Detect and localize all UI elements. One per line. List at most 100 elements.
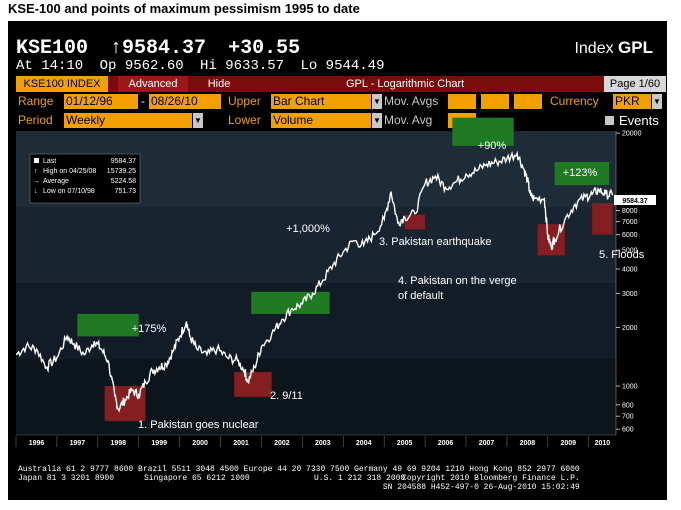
gain-label-1: +175% [132,323,167,335]
y-tick-label: 6000 [622,232,638,239]
x-tick-label: 2007 [479,440,495,447]
ticker: KSE100 [16,37,89,60]
mov-avg-label: Mov. Avg [384,113,433,127]
footer-singapore: Singapore 65 6212 1000 [144,474,250,483]
x-tick-label: 2009 [561,440,577,447]
last-price: ↑9584.37 [110,37,207,60]
open-price: Op 9562.60 [99,58,184,74]
x-tick-label: 2008 [520,440,536,447]
gain-box-4 [554,162,610,186]
y-tick-label: 1000 [622,384,638,391]
events-label: Events [619,113,659,128]
range-label: Range [18,94,54,108]
events-checkbox[interactable] [605,116,614,125]
range-start-input[interactable]: 01/12/96 [64,94,138,109]
bloomberg-terminal: KSE100 ↑9584.37 +30.55 Index GPL At 14:1… [8,21,667,500]
annotation-labels: +175% +1,000% +90% +123% 1. Pakistan goe… [132,140,645,431]
pessimism-box-2 [234,372,272,397]
pessimism-box-5 [592,203,613,235]
chart-title-tab: GPL - Logarithmic Chart [346,78,465,90]
tab-advanced[interactable]: Advanced [118,76,188,92]
mov-avgs-label: Mov. Avgs [384,94,439,108]
x-tick-label: 2002 [274,440,290,447]
pessimism-label-1: 1. Pakistan goes nuclear [138,419,259,431]
x-tick-label: 1997 [70,440,86,447]
legend-avg-label: Average [43,178,69,185]
pessimism-label-4b: of default [398,290,443,302]
legend-low-value: 751.73 [115,188,137,195]
quote-stats: At 14:10 Op 9562.60 Hi 9633.57 Lo 9544.4… [16,58,392,74]
y-tick-label: 700 [622,414,634,421]
lower-dropdown-arrow-icon[interactable]: ▼ [372,113,382,128]
x-tick-label: 1996 [29,440,45,447]
lower-select[interactable]: Volume [271,113,371,128]
last-price-tag-text: 9584.37 [622,198,647,205]
y-tick-label: 5000 [622,248,638,255]
upper-label: Upper [228,94,261,108]
quote-header: KSE100 ↑9584.37 +30.55 [16,37,310,60]
y-tick-label: 8000 [622,208,638,215]
last-price-tag-box [614,195,656,205]
high-arrow-icon: ↑ [34,168,38,175]
average-marker-icon: → [33,178,40,185]
lower-label: Lower [228,113,261,127]
x-tick-label: 2001 [233,440,249,447]
low-arrow-icon: ↓ [34,188,38,195]
last-swatch-icon [34,158,39,163]
x-tick-label: 2010 [595,440,611,447]
legend-box [29,153,141,204]
legend-last-label: Last [43,158,56,165]
tab-index[interactable]: KSE100 INDEX [16,76,108,92]
y-axis: 20000 8000 7000 6000 5000 4000 3000 2000 1000 800… [615,131,642,435]
x-tick-label: 2004 [356,440,372,447]
price-line [16,150,614,413]
tab-hide[interactable]: Hide [207,78,231,90]
gain-box-1 [77,313,139,337]
y-tick-label: 7000 [622,219,638,226]
last-price-tag: 9584.37 [614,195,656,205]
chart-legend: Last 9584.37 ↑ High on 04/25/08 15739.25… [29,153,141,204]
x-axis: 1996 1997 1998 1999 2000 2001 2002 2003 2004 2005… [15,434,616,447]
pessimism-label-3: 3. Pakistan earthquake [379,236,492,248]
plot-band [16,207,616,283]
mov-avg-1-input[interactable] [448,94,476,109]
x-tick-label: 2005 [397,440,413,447]
period-label: Period [18,113,53,127]
mov-avg-2-input[interactable] [481,94,509,109]
range-end-input[interactable]: 08/26/10 [149,94,221,109]
x-tick-label: 2006 [438,440,454,447]
pessimism-label-2: 2. 9/11 [270,390,303,402]
footer-sn: SN 204588 H452-497-0 26-Aug-2010 15:02:4… [382,483,580,492]
legend-low-label: Low on 07/10/98 [43,188,95,195]
legend-last-value: 9584.37 [111,158,136,165]
period-dropdown-arrow-icon[interactable]: ▼ [193,113,203,128]
low-price: Lo 9544.49 [300,58,385,74]
tab-bar: KSE100 INDEX Advanced Hide GPL - Logarit… [16,76,666,92]
currency-dropdown-arrow-icon[interactable]: ▼ [652,94,662,109]
gain-box-3 [452,117,514,146]
x-tick-label: 1999 [151,440,167,447]
mov-avg-3-input[interactable] [514,94,542,109]
footer: Australia 61 2 9777 8600 Brazil 5511 304… [18,465,580,492]
legend-high-value: 15739.25 [107,168,136,175]
range-separator: - [141,94,145,108]
page-indicator[interactable]: Page 1/60 [604,76,666,92]
y-tick-label: 4000 [622,266,638,273]
legend-high-label: High on 04/25/08 [43,168,96,175]
x-tick-label: 1998 [111,440,127,447]
currency-select[interactable]: PKR [613,94,651,109]
upper-dropdown-arrow-icon[interactable]: ▼ [372,94,382,109]
page-title: KSE-100 and points of maximum pessimism … [8,1,360,16]
period-select[interactable]: Weekly [64,113,192,128]
footer-us: U.S. 1 212 318 2000 [314,474,406,483]
footer-line-3: SN 204588 H452-497-0 26-Aug-2010 15:02:4… [18,483,580,492]
y-tick-label: 800 [622,402,634,409]
currency-label: Currency [550,94,599,108]
index-label: Index [574,40,614,57]
legend-avg-value: 5224.58 [111,178,136,185]
source-label: GPL [618,38,653,57]
pessimism-box-3 [404,214,426,230]
upper-select[interactable]: Bar Chart [271,94,371,109]
price-chart: Last 9584.37 ↑ High on 04/25/08 15739.25… [15,117,656,447]
y-tick-label: 20000 [622,131,642,138]
